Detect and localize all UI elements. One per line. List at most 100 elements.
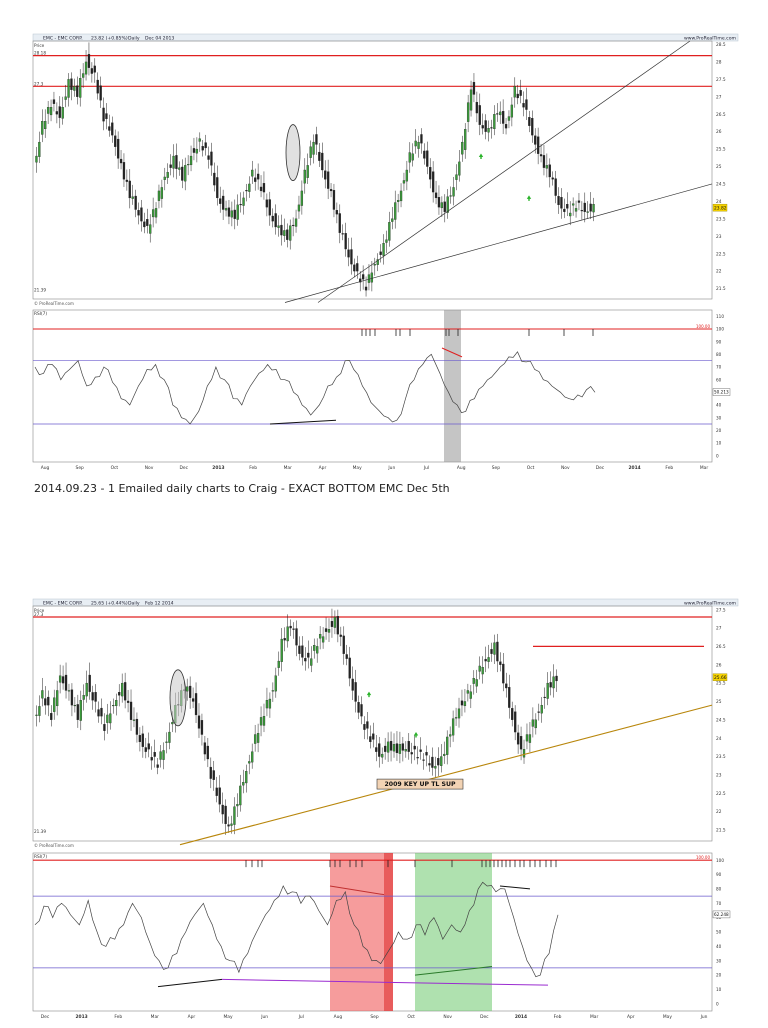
candle-body [35, 155, 38, 163]
candle-body [501, 111, 505, 124]
rsi-tick-label: 60 [716, 377, 722, 382]
candle-body [163, 176, 166, 180]
rsi-divergence-line [499, 885, 531, 890]
candle-body [472, 678, 475, 684]
chart-feb-2014-svg: EMC - EMC CORP. 25.65 (+0.44%) Daily Feb 12… [32, 598, 739, 1020]
candle-body [402, 180, 406, 184]
rsi-label: RSI(7) [34, 854, 47, 860]
candle-body [274, 675, 277, 692]
candle-body [419, 749, 422, 752]
candle-body [321, 636, 325, 643]
candle-body [212, 770, 215, 780]
candle-body [537, 711, 540, 713]
candle-body [332, 190, 336, 210]
candle-body [280, 224, 283, 236]
candle-body [94, 692, 97, 702]
candle-body [38, 141, 41, 157]
candle-body [398, 744, 402, 754]
candle-body [230, 210, 234, 218]
rsi-last-value: 62.248 [714, 912, 729, 917]
candle-body [213, 172, 216, 186]
candle-body [209, 766, 212, 779]
rsi-divergence-line [157, 978, 223, 988]
candle-body [417, 141, 420, 149]
price-tick-label: 23 [716, 773, 722, 779]
annotation-box [376, 778, 464, 790]
candle-body [507, 116, 511, 121]
candle-body [401, 743, 405, 751]
x-tick-label: Mar [700, 465, 708, 471]
candle-body [446, 736, 449, 755]
rsi-tick-label: 90 [716, 339, 722, 344]
candle-body [428, 763, 431, 766]
last-price-label: 23.82 [714, 205, 727, 211]
candle-body [516, 732, 520, 745]
chart-quote: 23.82 (+0.85%) [91, 36, 128, 42]
candle-body [70, 689, 74, 706]
price-tick-label: 24.5 [716, 182, 726, 188]
candle-body [79, 700, 82, 721]
candle-body [108, 126, 111, 131]
candle-body [128, 180, 131, 199]
candle-body [254, 177, 257, 182]
candle-body [125, 179, 129, 182]
price-tick-label: 25.5 [716, 681, 726, 687]
price-tick-label: 26.5 [716, 644, 726, 650]
candle-body [522, 103, 525, 108]
candle-body [251, 169, 254, 177]
candle-body [499, 111, 502, 116]
candle-body [126, 700, 130, 703]
candle-body [157, 190, 161, 201]
candle-body [271, 215, 274, 222]
x-tick-label: Feb [665, 465, 673, 471]
candle-body [496, 113, 499, 115]
candle-body [283, 638, 286, 641]
candle-body [318, 151, 321, 161]
candle-body [407, 740, 410, 752]
candle-body [118, 692, 121, 696]
candle-body [505, 683, 508, 689]
price-tick-label: 27.5 [716, 77, 726, 83]
candle-body [361, 274, 365, 280]
candle-body [262, 716, 266, 726]
candle-body [137, 210, 140, 216]
rsi-tick-label: 40 [716, 944, 722, 949]
candle-body [514, 711, 517, 733]
candle-body [210, 151, 213, 166]
candle-body [203, 742, 207, 755]
candle-body [429, 167, 432, 180]
candle-body [458, 161, 461, 176]
candle-body [153, 751, 156, 757]
rsi-tick-label: 0 [716, 453, 719, 458]
annotation-label: 2009 KEY UP TL SUP [384, 781, 456, 788]
price-label: Price [34, 608, 45, 613]
price-left-label: 21.39 [34, 829, 46, 834]
candle-body [280, 638, 283, 662]
rsi-panel-frame [32, 309, 713, 463]
candle-body [385, 239, 388, 243]
candle-body [64, 96, 67, 100]
candle-body [434, 766, 437, 769]
candle-body [379, 251, 382, 255]
candle-body [413, 745, 416, 750]
candle-body [560, 197, 563, 209]
candle-body [318, 634, 322, 639]
candle-body [395, 743, 399, 754]
candle-body [109, 713, 112, 724]
candle-body [369, 736, 372, 743]
candle-body [386, 741, 390, 753]
x-tick-label: Aug [334, 1014, 343, 1020]
candle-body [344, 233, 347, 250]
candle-body [504, 124, 508, 129]
candle-body [58, 106, 61, 118]
candle-body [81, 73, 85, 78]
candle-body [399, 190, 403, 202]
candle-body [160, 187, 164, 199]
candle-body [335, 210, 339, 215]
last-price-box [712, 673, 728, 681]
price-tick-label: 22.5 [716, 791, 726, 797]
x-tick-label: Nov [145, 465, 154, 471]
candle-body [271, 690, 275, 692]
candle-body [230, 823, 233, 826]
candle-body [165, 741, 168, 743]
